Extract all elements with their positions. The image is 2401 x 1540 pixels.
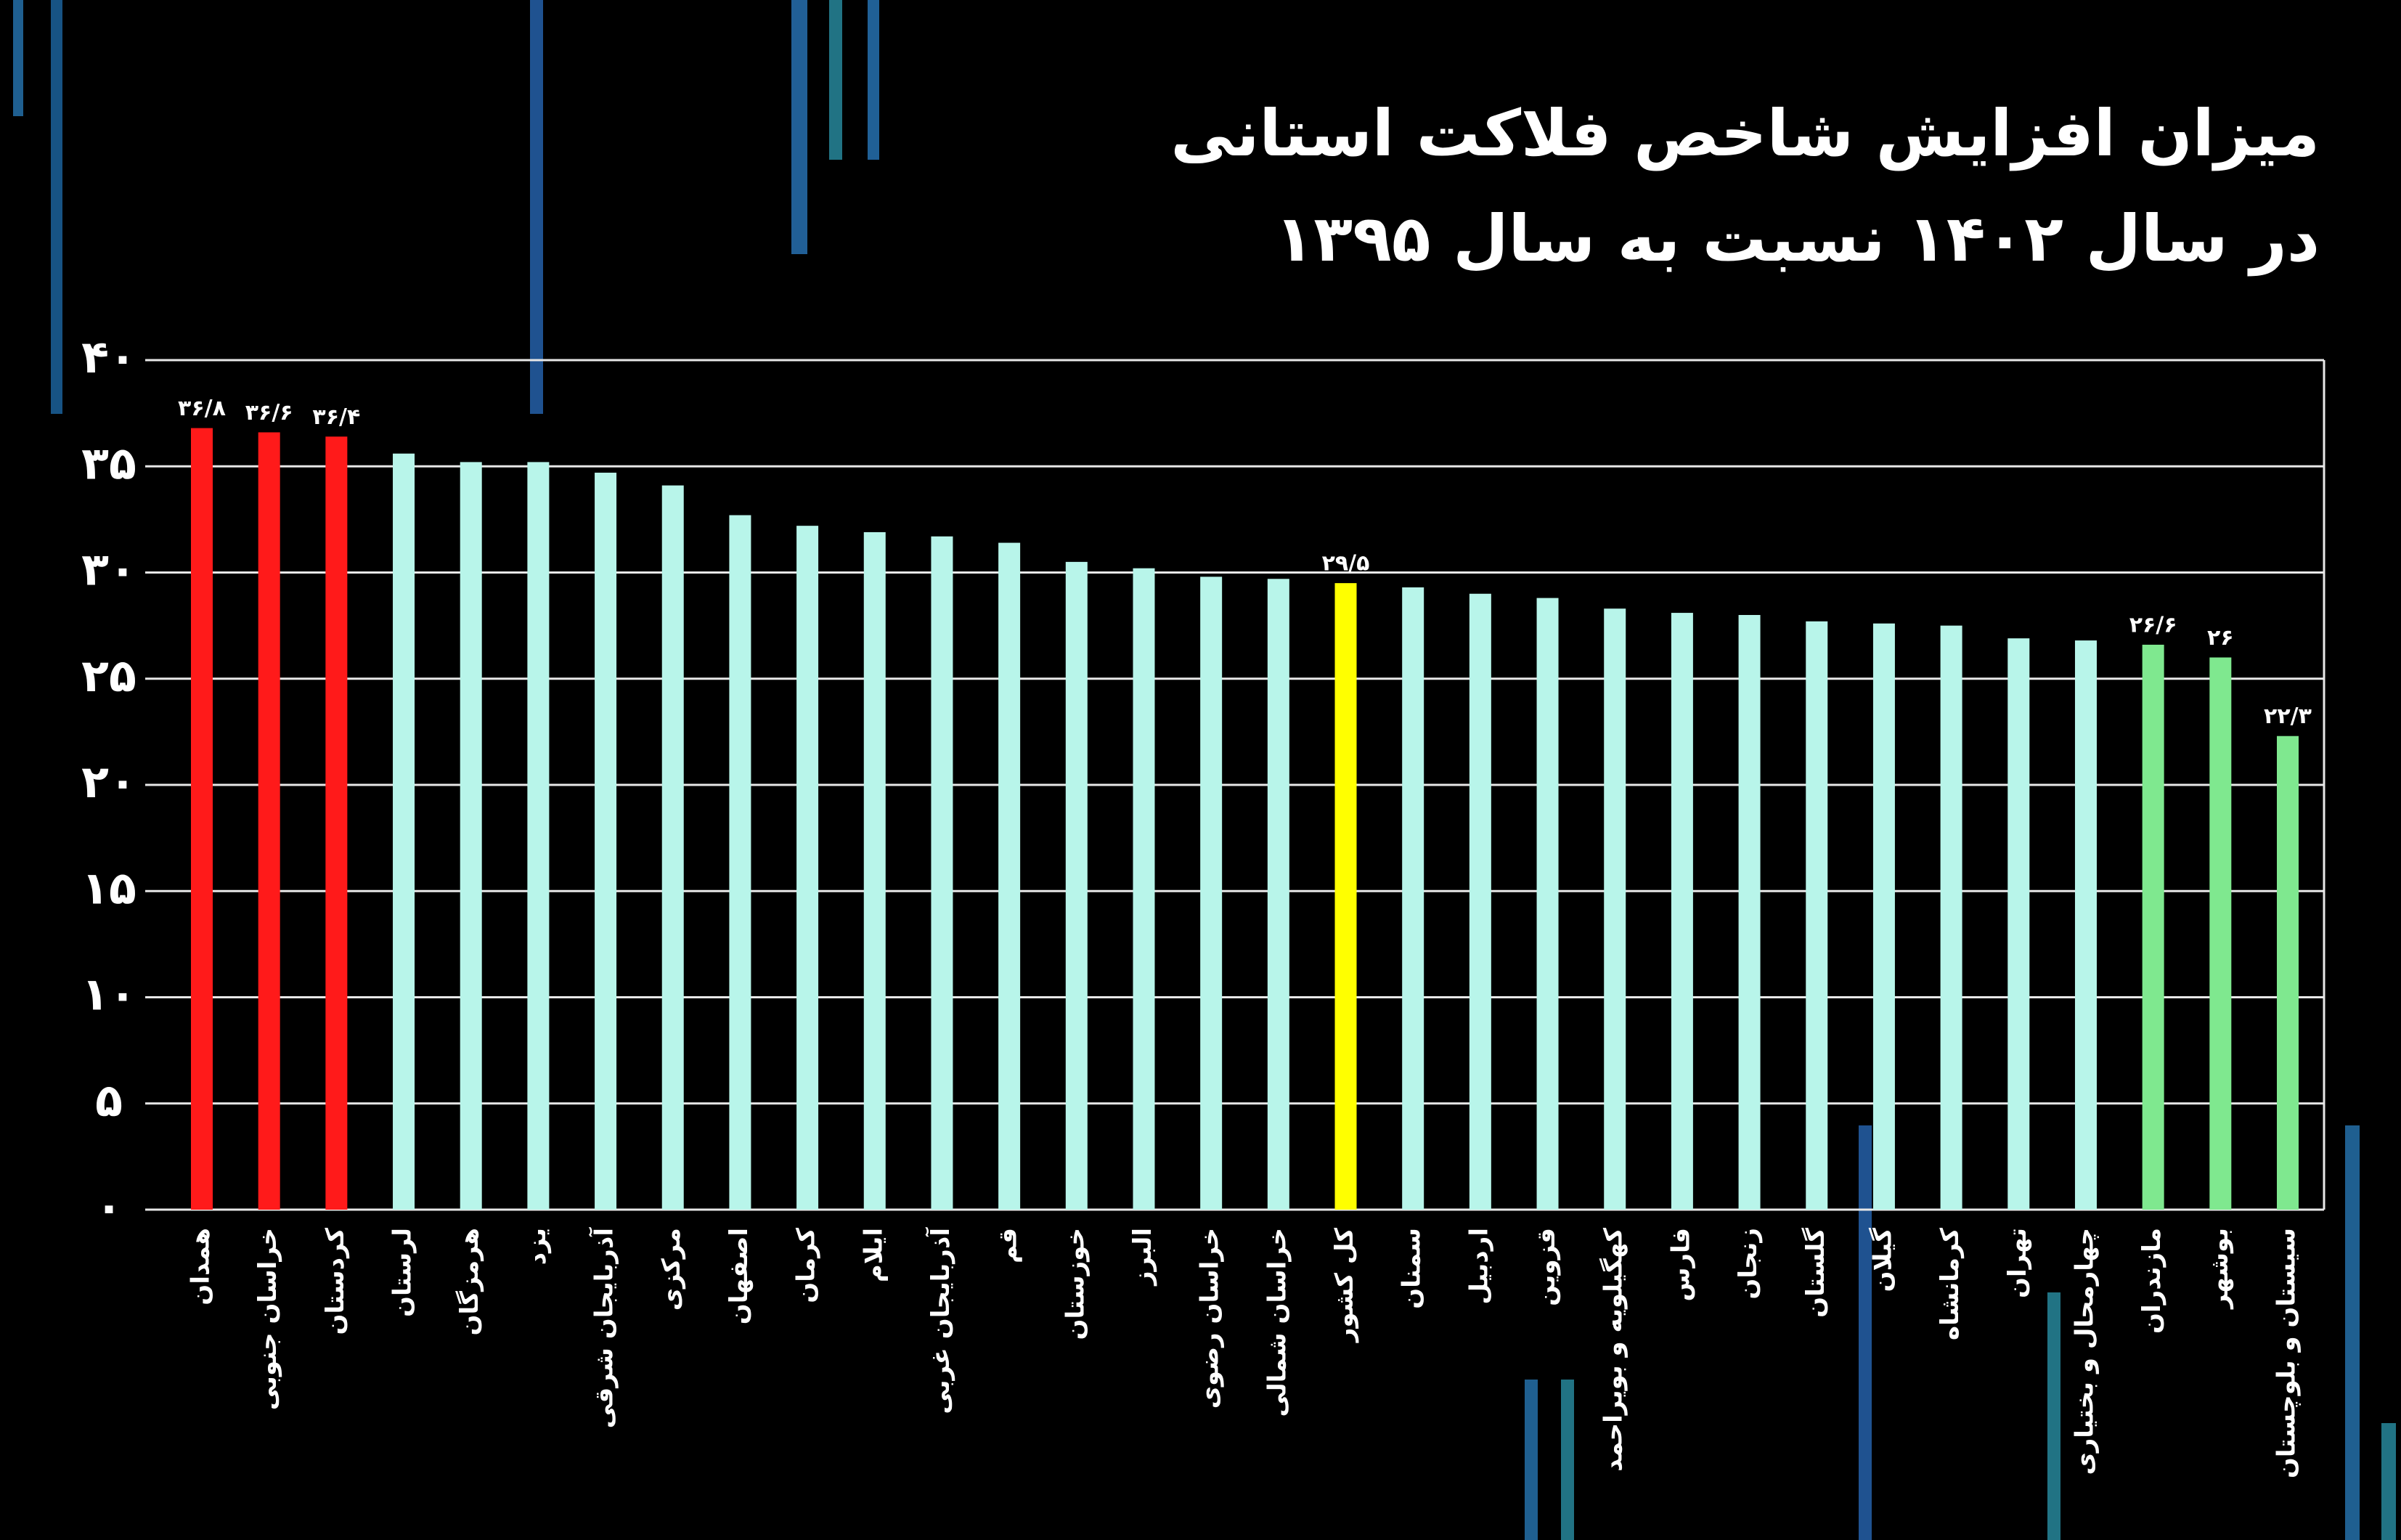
x-tick-label: اصفهان	[725, 1228, 754, 1324]
bar	[1267, 579, 1289, 1210]
x-tick-label: تهران	[2003, 1228, 2032, 1298]
y-tick-label: ۳۵	[81, 436, 136, 489]
bar	[2209, 657, 2232, 1210]
deco-bar	[1525, 1380, 1538, 1540]
deco-bar	[1561, 1380, 1574, 1540]
bar	[661, 485, 684, 1210]
bar	[1872, 623, 1895, 1210]
deco-bar	[791, 0, 807, 254]
x-tick-label: قزوین	[1532, 1228, 1561, 1306]
decoration	[13, 0, 2396, 1540]
value-label: ۳۶/۸	[178, 396, 226, 421]
x-tick-label: مرکزی	[657, 1228, 686, 1311]
bar	[1940, 625, 1962, 1210]
value-label: ۲۲/۳	[2264, 704, 2312, 729]
x-tick-label: آذربایجان شرقی	[589, 1227, 619, 1429]
bar	[1402, 587, 1424, 1210]
x-tick-label: هرمزگان	[455, 1228, 484, 1335]
deco-bar	[2345, 1125, 2360, 1540]
y-tick-label: ۴۰	[81, 330, 136, 383]
bar	[863, 531, 886, 1210]
x-tick-label: بوشهر	[2205, 1228, 2234, 1310]
deco-bar	[2047, 1292, 2060, 1540]
bar	[393, 453, 415, 1210]
x-tick-label: گلستان	[1801, 1228, 1830, 1318]
deco-bar	[51, 0, 62, 414]
x-tick-label: کرمان	[792, 1228, 821, 1303]
y-tick-label: ۳۰	[81, 543, 136, 596]
x-tick-label: خراسان رضوی	[1196, 1228, 1225, 1409]
x-tick-label: لرستان	[388, 1228, 417, 1317]
value-label: ۲۶	[2207, 625, 2234, 651]
y-tick-label: ۱۰	[81, 968, 136, 1021]
x-tick-label: آذربایجان غربی	[925, 1227, 955, 1414]
deco-bar	[13, 0, 23, 116]
bar	[1469, 593, 1491, 1210]
bar	[1671, 613, 1693, 1210]
x-tick-label: مازندران	[2137, 1228, 2166, 1334]
y-tick-label: ۱۵	[81, 861, 136, 914]
x-tick-label: سیستان و بلوچستان	[2272, 1228, 2302, 1478]
bar	[931, 536, 953, 1210]
x-tick-label: ایلام	[859, 1228, 888, 1282]
value-label: ۲۶/۶	[2129, 612, 2177, 637]
x-tick-label: کهگیلویه و بویراحمد	[1599, 1228, 1628, 1472]
deco-bar	[530, 0, 543, 414]
deco-bar	[1859, 1125, 1872, 1540]
value-label: ۲۹/۵	[1322, 551, 1370, 577]
x-tick-label: کل کشور	[1330, 1228, 1359, 1343]
bar	[258, 432, 280, 1210]
x-tick-label: فارس	[1666, 1228, 1695, 1302]
bar	[1334, 583, 1357, 1210]
bar	[2277, 736, 2299, 1210]
bar	[1536, 598, 1559, 1210]
bar	[1065, 561, 1088, 1210]
deco-bar	[829, 0, 842, 160]
deco-bar	[2381, 1423, 2396, 1540]
value-label: ۳۶/۶	[245, 400, 293, 425]
bar	[1806, 621, 1828, 1210]
x-tick-label: کردستان	[321, 1228, 350, 1335]
bar	[595, 473, 617, 1210]
x-tick-label: اردبیل	[1464, 1228, 1493, 1305]
value-label: ۳۶/۴	[312, 404, 360, 430]
y-tick-label: ۵	[95, 1074, 123, 1127]
bar	[1738, 615, 1761, 1210]
bar	[191, 428, 213, 1210]
x-tick-label: گیلان	[1868, 1228, 1897, 1292]
x-tick-label: خراسان شمالی	[1263, 1228, 1292, 1417]
x-tick-label: سمنان	[1398, 1228, 1427, 1309]
y-tick-label: ۲۰	[81, 755, 136, 808]
bar	[1133, 568, 1155, 1210]
y-tick-label: ۰	[95, 1180, 123, 1233]
bar	[325, 436, 348, 1210]
bar	[460, 462, 482, 1210]
chart-subtitle: در سال ۱۴۰۲ نسبت به سال ۱۳۹۵	[1275, 201, 2320, 276]
x-tick-label: البرز	[1128, 1228, 1157, 1287]
bar	[527, 462, 550, 1210]
bar	[729, 515, 751, 1210]
x-tick-label: چهارمحال و بختیاری	[2070, 1228, 2099, 1475]
bar	[1200, 577, 1223, 1210]
x-tick-label: کرمانشاه	[1936, 1228, 1965, 1340]
x-tick-label: خراسان جنوبی	[253, 1228, 282, 1410]
x-tick-label: همدان	[187, 1228, 216, 1305]
x-tick-label: قم	[994, 1228, 1023, 1263]
bar	[796, 526, 819, 1210]
bar	[2142, 644, 2164, 1210]
y-tick-label: ۲۵	[81, 649, 136, 702]
bar	[1604, 608, 1626, 1210]
deco-bar	[868, 0, 879, 160]
x-tick-label: یزد	[523, 1228, 552, 1265]
bar	[998, 542, 1021, 1210]
chart-title: میزان افزایش شاخص فلاکت استانی	[1170, 96, 2320, 171]
bar	[2007, 638, 2030, 1210]
x-tick-label: زنجان	[1734, 1228, 1763, 1300]
bar	[2074, 640, 2097, 1210]
x-tick-label: خوزستان	[1061, 1228, 1090, 1340]
